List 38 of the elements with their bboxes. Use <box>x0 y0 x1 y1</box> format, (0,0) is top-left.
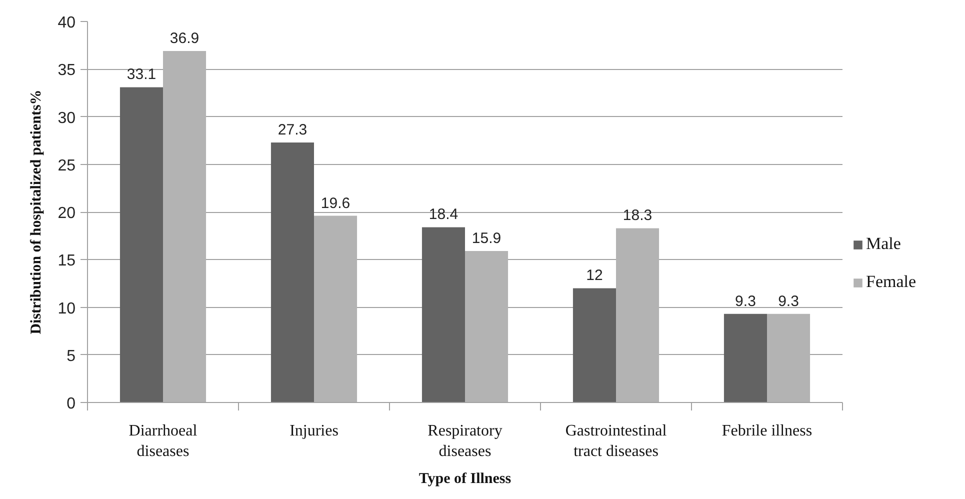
legend-label: Female <box>866 272 916 292</box>
data-label: 9.3 <box>735 292 756 310</box>
bar <box>616 228 660 402</box>
bar <box>120 87 163 402</box>
y-tick-label: 25 <box>58 157 76 174</box>
y-tick-label: 5 <box>66 348 76 365</box>
legend-label: Male <box>866 234 901 254</box>
y-tick-label: 30 <box>58 110 76 127</box>
y-tick-label: 0 <box>66 396 76 412</box>
x-tick-label: Respiratory diseases <box>428 422 502 460</box>
data-label: 12 <box>586 267 603 284</box>
y-tick-label: 35 <box>58 62 76 80</box>
bar <box>422 227 465 402</box>
x-tick-label: Injuries <box>290 422 338 440</box>
bar <box>724 314 767 402</box>
bar <box>767 314 810 402</box>
data-label: 33.1 <box>126 66 156 84</box>
data-label: 9.3 <box>778 292 799 310</box>
x-axis-title: Type of Illness <box>418 470 512 487</box>
y-axis-title: Distribution of hospitalized patients% <box>28 90 45 334</box>
x-tick-label: Gastrointestinal tract diseases <box>565 422 668 460</box>
data-label: 27.3 <box>278 121 308 138</box>
data-label: 18.4 <box>428 206 458 224</box>
y-tick-label: 15 <box>58 252 76 270</box>
bar <box>465 251 508 402</box>
y-tick-label: 40 <box>58 14 76 32</box>
bar <box>163 51 206 402</box>
data-label: 18.3 <box>622 207 652 224</box>
x-tick-label: Diarrhoeal diseases <box>128 422 198 460</box>
y-tick-label: 20 <box>58 205 76 222</box>
data-label: 36.9 <box>170 30 200 48</box>
x-tick-label: Febrile illness <box>722 422 812 440</box>
bar <box>572 288 616 402</box>
data-label: 19.6 <box>320 194 350 212</box>
bar <box>270 142 314 402</box>
y-tick-label: 10 <box>58 300 76 318</box>
bar <box>314 216 358 402</box>
data-label: 15.9 <box>472 230 502 248</box>
